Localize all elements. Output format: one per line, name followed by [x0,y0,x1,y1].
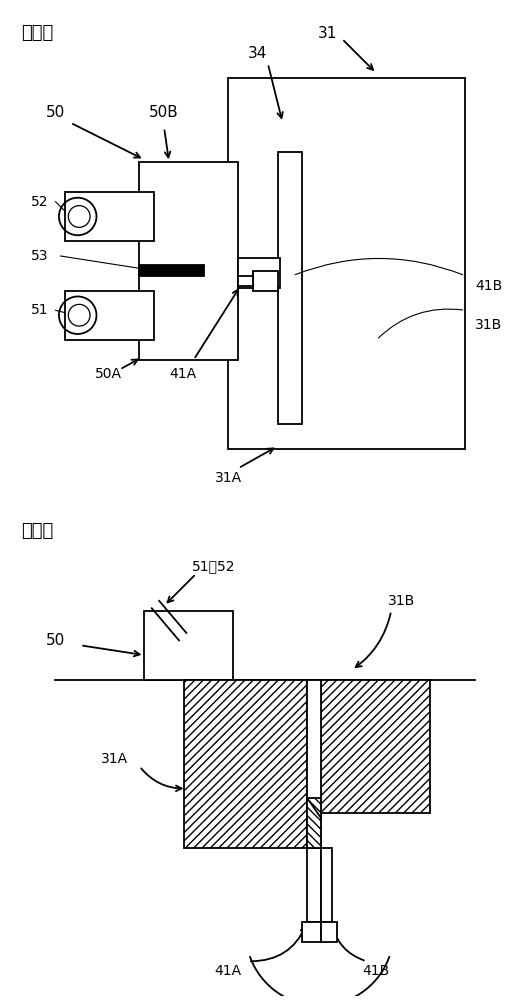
Text: 50: 50 [46,105,65,120]
Bar [65,192,154,241]
Text: 50: 50 [46,633,65,648]
Text: 41A: 41A [169,367,196,381]
Text: 50A: 50A [95,367,122,381]
Bar [321,848,331,922]
Bar [139,265,203,276]
Bar [139,162,238,360]
Bar [307,680,321,848]
Text: （ｂ）: （ｂ） [21,522,53,540]
Text: 50B: 50B [149,105,179,120]
Bar [238,276,252,286]
Text: 31A: 31A [101,752,128,766]
Bar [183,680,307,848]
Bar [321,922,336,942]
Bar [228,78,465,449]
Text: 41A: 41A [214,964,241,978]
Bar [277,152,302,424]
Bar [183,680,307,848]
Bar [252,271,277,291]
Text: 41B: 41B [474,279,501,293]
Bar [321,680,429,813]
Bar [302,922,321,942]
Bar [307,798,321,848]
Bar [144,611,233,680]
Bar [238,258,280,288]
Text: 34: 34 [248,46,267,61]
Text: 51，52: 51，52 [191,559,235,573]
Bar [307,848,321,922]
Bar [65,291,154,340]
Text: 51: 51 [31,303,48,317]
Text: 31: 31 [317,26,336,41]
Bar [321,680,429,813]
Text: 31B: 31B [387,594,414,608]
Text: 31A: 31A [214,471,241,485]
Text: 31B: 31B [474,318,501,332]
Text: 41B: 41B [362,964,389,978]
Bar [307,798,321,848]
Text: （ａ）: （ａ） [21,24,53,42]
Text: 53: 53 [31,249,48,263]
Text: 52: 52 [31,195,48,209]
